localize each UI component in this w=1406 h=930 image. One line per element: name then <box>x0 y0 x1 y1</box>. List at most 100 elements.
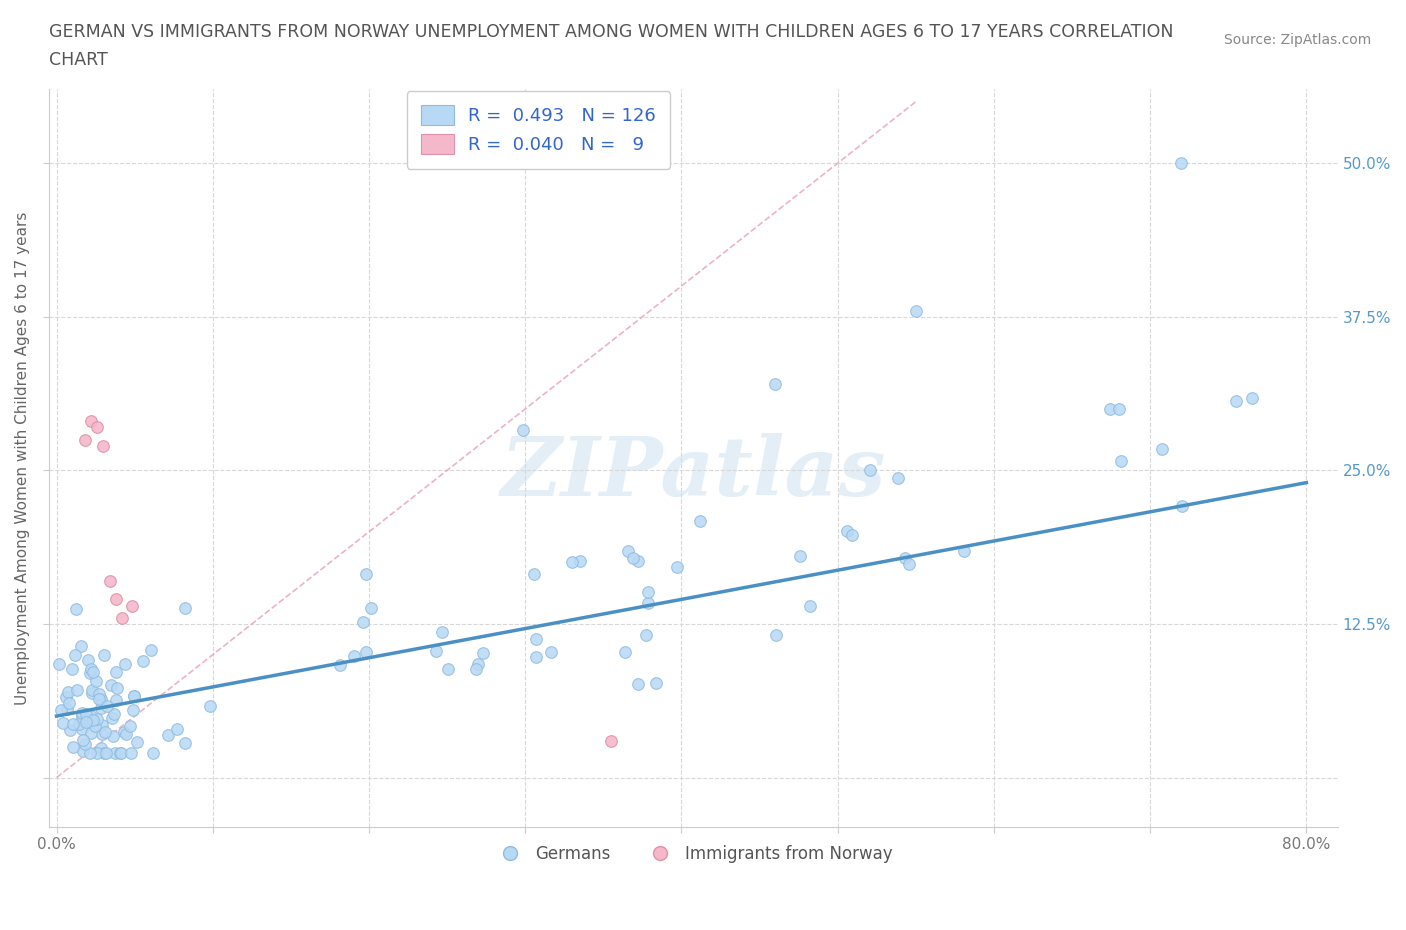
Point <box>59 723 82 737</box>
Point <box>86 746 108 761</box>
Point <box>122 702 145 717</box>
Point <box>430 625 453 640</box>
Point <box>512 422 534 437</box>
Point <box>79 666 101 681</box>
Point <box>72 744 94 759</box>
Point <box>352 615 374 630</box>
Point <box>70 639 93 654</box>
Point <box>471 645 494 660</box>
Point <box>467 657 489 671</box>
Point <box>837 524 859 538</box>
Point <box>329 658 352 672</box>
Point <box>76 653 98 668</box>
Text: ZIPatlas: ZIPatlas <box>501 432 886 512</box>
Point <box>80 662 103 677</box>
Point <box>75 707 97 722</box>
Point <box>80 709 103 724</box>
Point <box>110 746 132 761</box>
Point <box>56 702 79 717</box>
Point <box>904 303 927 318</box>
Point <box>82 712 104 727</box>
Point <box>644 675 666 690</box>
Point <box>524 649 547 664</box>
Point <box>627 676 650 691</box>
Point <box>627 554 650 569</box>
Legend: Germans, Immigrants from Norway: Germans, Immigrants from Norway <box>486 839 900 870</box>
Point <box>49 703 72 718</box>
Point <box>104 664 127 679</box>
Point <box>166 722 188 737</box>
Point <box>689 513 711 528</box>
Point <box>425 644 447 658</box>
Point <box>765 628 787 643</box>
Point <box>65 602 87 617</box>
Point <box>343 648 366 663</box>
Point <box>62 716 84 731</box>
Point <box>90 701 112 716</box>
Point <box>115 726 138 741</box>
Point <box>86 711 108 726</box>
Point <box>52 715 75 730</box>
Point <box>1099 402 1122 417</box>
Point <box>105 681 128 696</box>
Point <box>360 601 382 616</box>
Point <box>1170 155 1192 170</box>
Point <box>354 644 377 659</box>
Point <box>66 683 89 698</box>
Point <box>104 591 127 606</box>
Point <box>79 746 101 761</box>
Point <box>173 601 195 616</box>
Point <box>118 718 141 733</box>
Point <box>1152 442 1174 457</box>
Point <box>58 696 80 711</box>
Point <box>98 574 121 589</box>
Point <box>1225 393 1247 408</box>
Point <box>70 722 93 737</box>
Point <box>897 556 920 571</box>
Point <box>80 725 103 740</box>
Point <box>111 610 134 625</box>
Point <box>101 728 124 743</box>
Point <box>56 684 79 699</box>
Point <box>858 463 880 478</box>
Text: CHART: CHART <box>49 51 108 69</box>
Point <box>540 644 562 659</box>
Point <box>70 708 93 723</box>
Point <box>63 647 86 662</box>
Point <box>1171 499 1194 514</box>
Point <box>75 714 97 729</box>
Point <box>94 746 117 761</box>
Point <box>1108 402 1130 417</box>
Point <box>87 686 110 701</box>
Point <box>114 657 136 671</box>
Point <box>561 554 583 569</box>
Point <box>122 689 145 704</box>
Point <box>108 746 131 761</box>
Point <box>80 686 103 701</box>
Point <box>82 683 104 698</box>
Point <box>84 673 107 688</box>
Point <box>90 692 112 707</box>
Point <box>634 628 657 643</box>
Point <box>94 725 117 740</box>
Point <box>436 661 458 676</box>
Point <box>100 678 122 693</box>
Point <box>132 653 155 668</box>
Text: Source: ZipAtlas.com: Source: ZipAtlas.com <box>1223 33 1371 46</box>
Point <box>200 698 222 713</box>
Point <box>799 598 821 613</box>
Point <box>73 432 96 447</box>
Point <box>614 644 637 659</box>
Point <box>122 689 145 704</box>
Point <box>356 566 378 581</box>
Point <box>139 642 162 657</box>
Point <box>72 733 94 748</box>
Point <box>156 727 179 742</box>
Point <box>666 560 689 575</box>
Point <box>104 746 127 761</box>
Point <box>73 737 96 751</box>
Point <box>523 566 546 581</box>
Point <box>1109 453 1132 468</box>
Point <box>67 716 90 731</box>
Point <box>524 631 547 646</box>
